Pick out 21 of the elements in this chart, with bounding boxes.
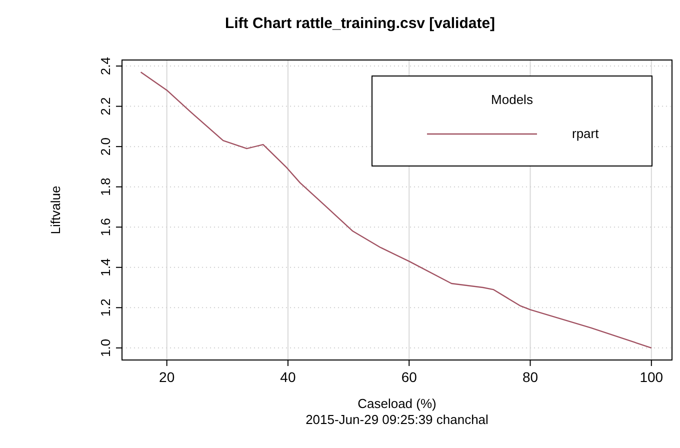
- x-tick-label: 80: [522, 369, 538, 385]
- y-tick-label: 2.2: [98, 97, 113, 116]
- x-axis-title: Caseload (%): [358, 396, 436, 411]
- y-tick-label: 1.8: [98, 178, 113, 196]
- x-tick-label: 20: [159, 369, 175, 385]
- legend: Models rpart: [372, 76, 652, 166]
- chart-title: Lift Chart rattle_training.csv [validate]: [224, 15, 496, 32]
- legend-title: Models: [491, 92, 534, 107]
- y-axis-title: Liftvalue: [48, 186, 63, 234]
- x-tick-label: 100: [640, 369, 664, 385]
- y-tick-label: 1.6: [98, 218, 113, 236]
- y-tick-label: 2.0: [98, 138, 113, 156]
- line-series: [140, 71, 652, 349]
- x-tick-label: 40: [280, 369, 296, 385]
- y-tick-label: 1.4: [98, 258, 113, 276]
- x-tick-label: 60: [401, 369, 418, 385]
- y-tick-label: 2.4: [98, 57, 113, 76]
- y-tick-label: 1.0: [98, 338, 113, 357]
- legend-item: rpart: [427, 126, 599, 141]
- text: 2015-Jun-29 09:25:39 chanchal: [306, 412, 489, 427]
- y-tick-label: 1.2: [98, 298, 113, 317]
